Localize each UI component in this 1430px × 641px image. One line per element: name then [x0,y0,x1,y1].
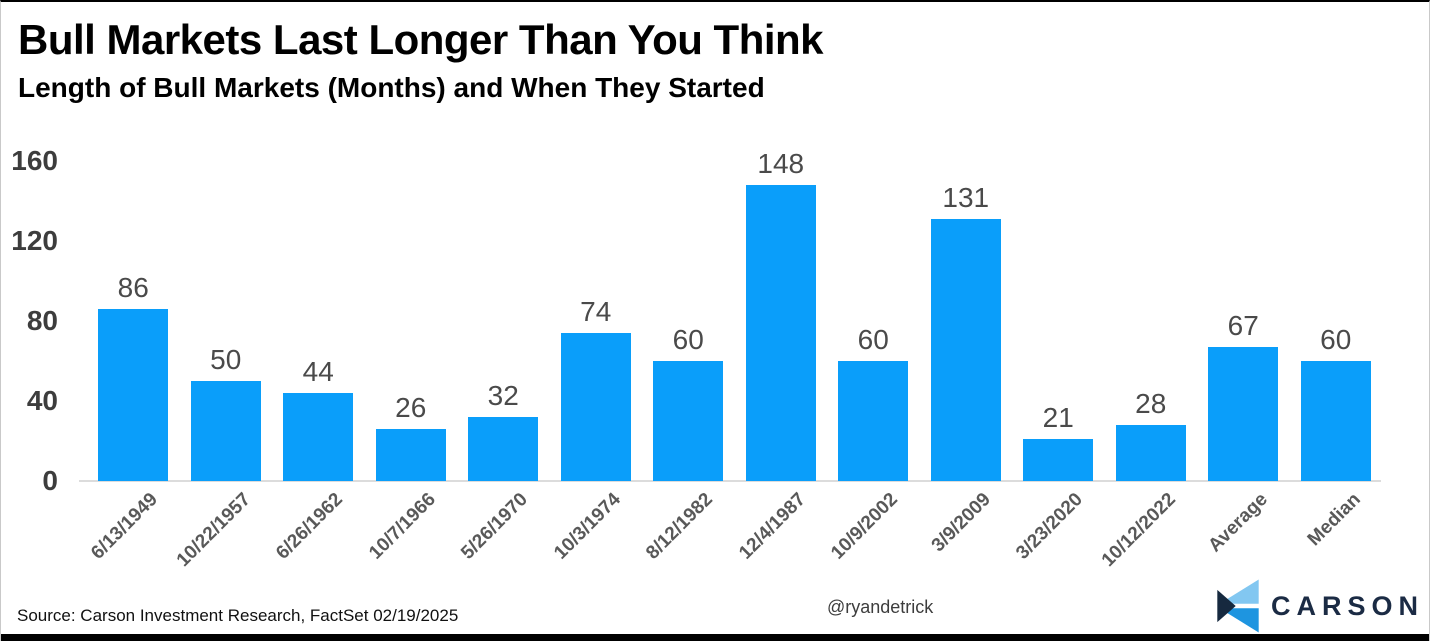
bar [1115,425,1186,481]
bar-value-label: 26 [395,392,427,424]
bar-value-label: 60 [857,324,889,356]
bar-series: 86 50 44 26 32 74 60 148 60 131 21 28 67 60 [87,148,1383,481]
bar [560,333,631,481]
bar-group: 74 [550,296,643,481]
bar-group: 21 [1012,402,1105,481]
bar-group: 50 [180,344,273,481]
bar-group: 86 [87,272,180,481]
bottom-border-bar [1,634,1429,641]
carson-logo-wordmark: CARSON [1271,591,1425,621]
bar [653,361,724,481]
bar [98,309,169,481]
source-note: Source: Carson Investment Research, Fact… [17,606,459,625]
bar [1023,439,1094,481]
bar-value-label: 86 [117,272,149,304]
bar-group: 32 [457,380,550,481]
bar-group: 60 [642,324,735,481]
bar [930,219,1001,481]
y-tick-label: 40 [26,385,58,416]
bar-value-label: 21 [1042,402,1074,434]
author-handle: @ryandetrick [827,597,934,617]
carson-logo-icon [1217,579,1259,633]
bar [1300,361,1371,481]
bar-group: 60 [827,324,920,481]
bar-group: 44 [272,356,365,481]
bar-value-label: 50 [210,344,242,376]
chart-subtitle: Length of Bull Markets (Months) and When… [18,72,765,103]
bar-value-label: 74 [580,296,612,328]
y-tick-label: 80 [26,305,58,336]
bar [838,361,909,481]
bar [375,429,446,481]
bar [745,185,816,481]
bar [468,417,539,481]
bar-group: 67 [1197,310,1290,481]
bar-value-label: 60 [1320,324,1352,356]
bar-value-label: 67 [1227,310,1259,342]
y-tick-label: 0 [42,465,58,496]
bar-value-label: 44 [302,356,334,388]
bar [190,381,261,481]
x-axis-line [79,480,1381,482]
bar-group: 60 [1290,324,1383,481]
y-tick-label: 120 [11,225,58,256]
chart-title: Bull Markets Last Longer Than You Think [18,16,824,63]
bar [283,393,354,481]
y-tick-label: 160 [11,145,58,176]
carson-logo: CARSON [1215,578,1424,634]
bar-value-label: 148 [757,148,805,180]
bar-value-label: 60 [672,324,704,356]
bar-group: 131 [920,182,1013,481]
bar-value-label: 28 [1135,388,1167,420]
bar-value-label: 131 [942,182,990,214]
bar-group: 28 [1105,388,1198,481]
bar-value-label: 32 [487,380,519,412]
bar-group: 148 [735,148,828,481]
bar [1208,347,1279,481]
bar-group: 26 [365,392,458,481]
